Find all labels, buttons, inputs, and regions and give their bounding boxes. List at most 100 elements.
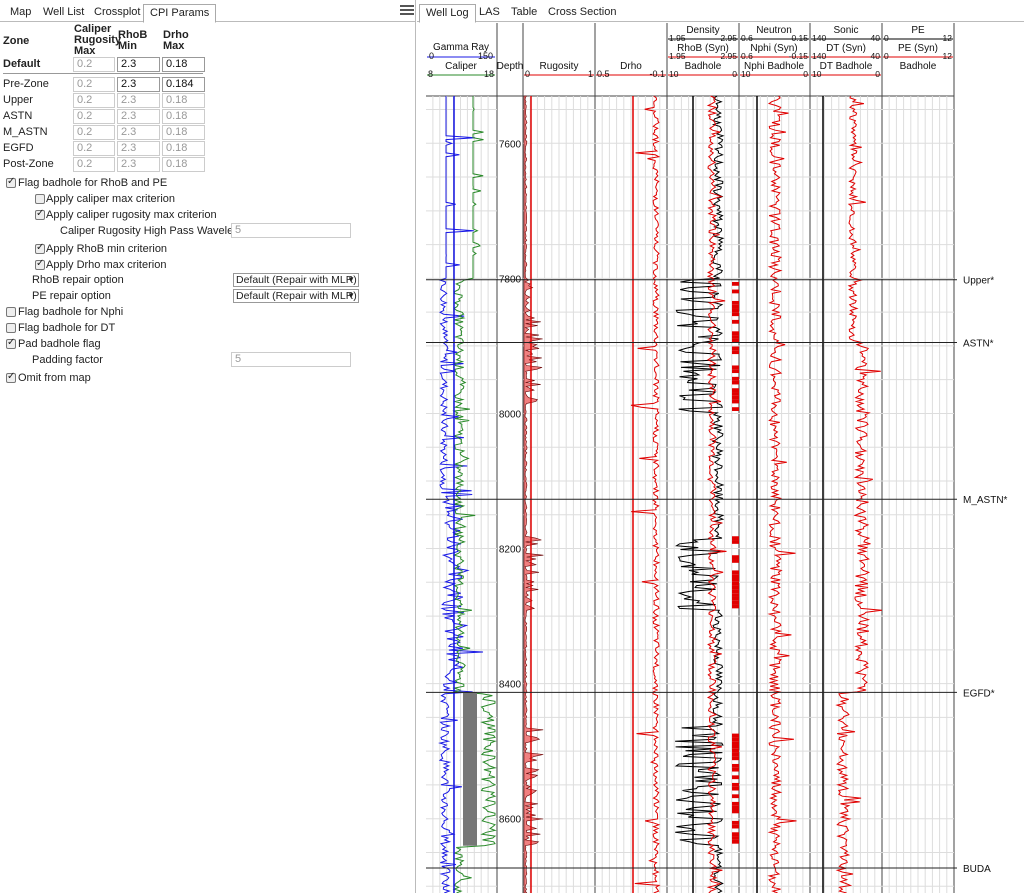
rugosity-wavelength-label: Caliper Rugosity High Pass Wavelength [60,225,255,237]
zone-caliper-input[interactable]: 0.2 [73,77,115,92]
drho-max-checkbox[interactable] [35,258,45,270]
zone-drho-input[interactable]: 0.18 [162,57,205,72]
rhob-min-label: Apply RhoB min criterion [46,243,168,255]
caliper-rugosity-label: Apply caliper rugosity max criterion [46,209,217,221]
zone-marker-label: BUDA [963,864,991,875]
badhole-flag [732,805,739,810]
zone-caliper-input[interactable]: 0.2 [73,57,115,72]
gamma-ray-max: 150 [478,51,493,61]
badhole-flag [732,786,739,791]
zone-name: Pre-Zone [3,78,49,90]
badhole-flag [732,399,739,404]
caliper-rugosity-checkbox[interactable] [35,208,45,220]
badhole-flag [732,752,739,757]
flag-nphi-checkbox[interactable] [6,307,16,317]
zone-marker-label: Upper* [963,276,994,287]
tab-well-log[interactable]: Well Log [419,4,476,23]
tab-well-list[interactable]: Well List [43,6,85,18]
right-tab-bar: Well Log LAS Table Cross Section [417,0,1024,23]
badhole-flag [732,775,739,780]
caliper-min: 8 [428,69,433,79]
header-caliper: Caliper Rugosity Max [74,23,122,57]
padding-factor-input[interactable]: 5 [231,352,351,367]
badhole-flag [732,559,739,563]
pe-min: 0 [884,33,889,43]
density-min: 1.95 [669,33,686,43]
sonic-min: 140 [812,33,826,43]
nphi-syn-max: -0.15 [789,51,809,61]
pe-badhole-title: Badhole [900,61,937,72]
badhole-flag [732,335,739,339]
pe-repair-select[interactable]: Default (Repair with MLR) ▼ [233,289,359,303]
zone-drho-input[interactable]: 0.18 [162,157,205,172]
badhole-flag [732,596,739,601]
header-rhob: RhoB Min [118,29,148,52]
zone-rhob-input[interactable]: 2.3 [117,57,160,72]
zone-rhob-input[interactable]: 2.3 [117,141,160,156]
caliper-title: Caliper [445,61,477,72]
zone-rhob-input[interactable]: 2.3 [117,125,160,140]
rugosity-min: 0 [525,69,530,79]
pe-syn-max: 12 [943,51,953,61]
divider [3,73,203,74]
tab-las[interactable]: LAS [479,6,500,18]
rhob-syn-title: RhoB (Syn) [677,43,729,54]
rhob-repair-select[interactable]: Default (Repair with MLR) ▼ [233,273,359,287]
zone-drho-input[interactable]: 0.18 [162,125,205,140]
zone-caliper-input[interactable]: 0.2 [73,109,115,124]
pad-badhole-checkbox[interactable] [6,337,16,349]
zone-caliper-input[interactable]: 0.2 [73,141,115,156]
tab-crossplot[interactable]: Crossplot [94,6,141,18]
badhole-flag [732,376,739,381]
zone-rhob-input[interactable]: 2.3 [117,77,160,92]
zone-drho-input[interactable]: 0.184 [162,77,205,92]
zone-caliper-input[interactable]: 0.2 [73,157,115,172]
badhole-flag [732,767,739,772]
cpi-params-panel: Map Well List Crossplot CPI Params Zone … [0,0,416,893]
zone-rhob-input[interactable]: 2.3 [117,109,160,124]
drho-max-label: Apply Drho max criterion [46,259,167,271]
rhob-min-checkbox[interactable] [35,242,45,254]
tab-cpi-params[interactable]: CPI Params [143,4,217,23]
tab-map[interactable]: Map [10,6,32,18]
zone-drho-input[interactable]: 0.18 [162,109,205,124]
badhole-flag [732,289,739,294]
badhole-flag [732,604,739,609]
zone-name: EGFD [3,142,34,154]
chevron-down-icon: ▼ [347,291,355,300]
badhole-flag [732,839,739,844]
dt-syn-min: 140 [812,51,826,61]
badhole-flag [732,748,739,753]
pe-title: PE [911,25,925,36]
omit-map-checkbox[interactable] [6,371,16,383]
badhole-flag [732,392,739,396]
caliper-max-label: Apply caliper max criterion [46,193,175,205]
rhob-syn-curve [706,95,727,893]
flag-dt-checkbox[interactable] [6,323,16,333]
zone-drho-input[interactable]: 0.18 [162,93,205,108]
badhole-flag [732,536,739,541]
flag-rhob-pe-checkbox[interactable] [6,176,16,188]
badhole-flag [732,395,739,400]
dt-badhole-max: 0 [875,69,880,79]
hamburger-menu-icon[interactable] [400,3,414,17]
zone-rhob-input[interactable]: 2.3 [117,93,160,108]
caliper-curve [452,96,497,893]
badhole-flag [732,308,739,313]
badhole-flag [732,737,739,742]
zone-rhob-input[interactable]: 2.3 [117,157,160,172]
header-drho: Drho Max [163,29,189,52]
caliper-max-checkbox[interactable] [35,194,45,204]
zone-marker-label: EGFD* [963,688,995,699]
zone-drho-input[interactable]: 0.18 [162,141,205,156]
badhole-flag [732,300,739,305]
zone-caliper-input[interactable]: 0.2 [73,125,115,140]
badhole-flag [732,540,739,544]
nphi-badhole-max: 0 [803,69,808,79]
flag-rhob-pe-label: Flag badhole for RhoB and PE [18,177,168,189]
dt-badhole-min: 10 [812,69,822,79]
tab-table[interactable]: Table [511,6,538,18]
zone-caliper-input[interactable]: 0.2 [73,93,115,108]
tab-cross-section[interactable]: Cross Section [548,6,617,18]
rugosity-wavelength-input[interactable]: 5 [231,223,351,238]
